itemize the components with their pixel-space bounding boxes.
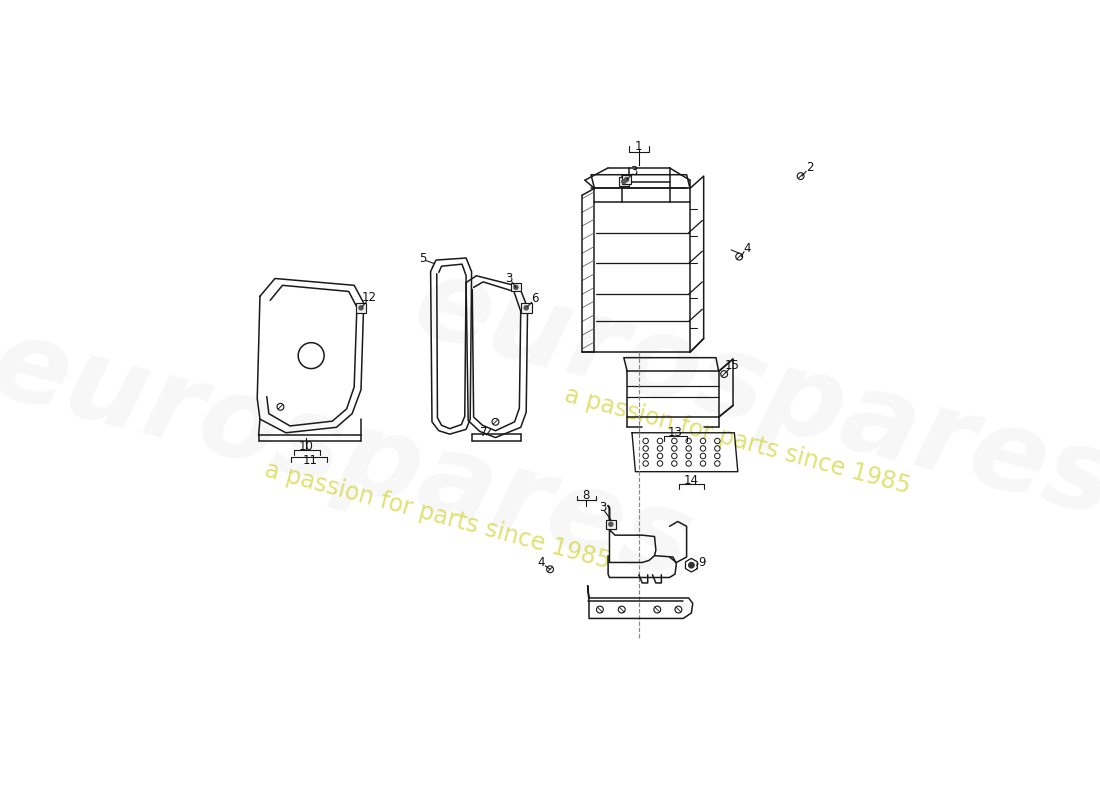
Text: a passion for parts since 1985: a passion for parts since 1985 <box>562 383 913 498</box>
Text: 4: 4 <box>538 556 544 569</box>
Text: 6: 6 <box>530 293 538 306</box>
Text: 12: 12 <box>362 291 376 304</box>
Bar <box>619 178 628 186</box>
Circle shape <box>524 306 528 310</box>
Circle shape <box>514 286 518 290</box>
Circle shape <box>608 522 613 526</box>
Text: eurospares: eurospares <box>0 308 704 602</box>
Text: 5: 5 <box>419 251 426 265</box>
Text: 3: 3 <box>600 502 606 514</box>
Circle shape <box>625 178 628 182</box>
Bar <box>355 303 366 313</box>
Bar <box>512 283 520 291</box>
Text: 3: 3 <box>505 272 513 285</box>
Text: a passion for parts since 1985: a passion for parts since 1985 <box>262 458 613 574</box>
Bar <box>520 303 531 313</box>
Text: 11: 11 <box>302 454 317 466</box>
Text: eurospares: eurospares <box>403 246 1100 540</box>
Text: 7: 7 <box>480 426 487 438</box>
Text: 14: 14 <box>684 474 699 487</box>
Text: 4: 4 <box>742 242 750 255</box>
Text: 13: 13 <box>668 426 682 439</box>
Circle shape <box>621 179 626 184</box>
Text: 1: 1 <box>635 139 642 153</box>
Text: 2: 2 <box>805 162 813 174</box>
Bar <box>621 175 631 184</box>
Text: 9: 9 <box>698 556 706 569</box>
Text: 15: 15 <box>724 359 739 372</box>
Circle shape <box>359 306 363 310</box>
Text: 10: 10 <box>299 440 314 453</box>
Bar <box>606 520 616 529</box>
Text: 8: 8 <box>583 489 590 502</box>
Text: 3: 3 <box>630 165 638 178</box>
Circle shape <box>689 562 694 568</box>
